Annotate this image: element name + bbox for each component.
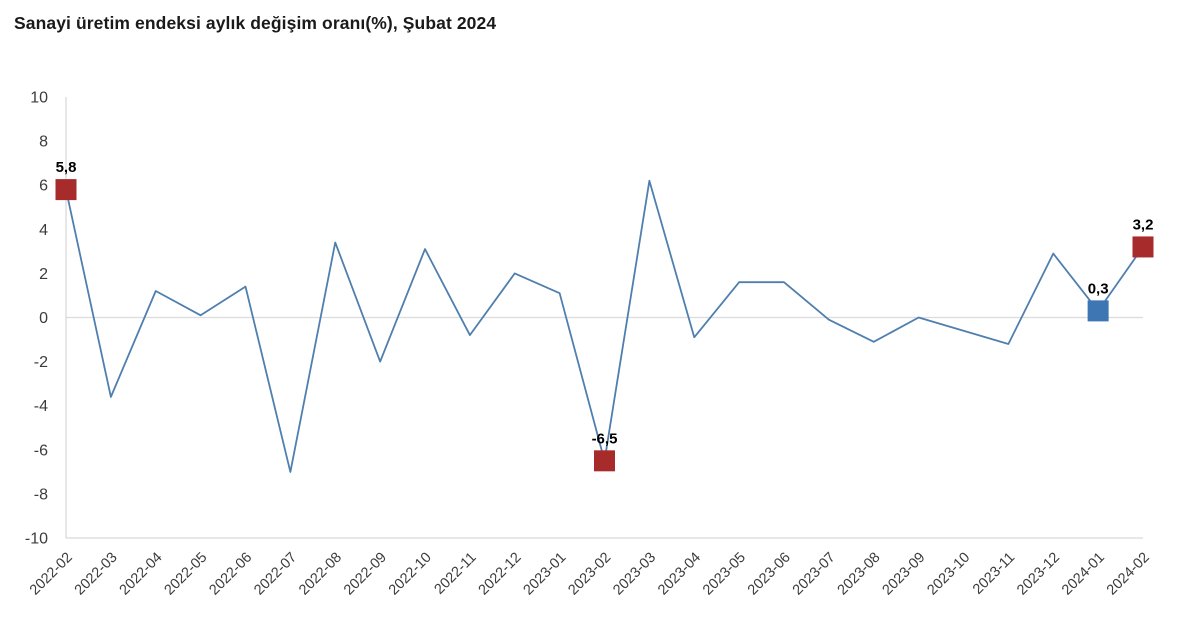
y-tick-label: 10 [30, 90, 48, 107]
x-tick-label: 2022-08 [296, 550, 345, 599]
y-tick-label: 4 [39, 222, 48, 239]
y-tick-label: 2 [39, 266, 48, 283]
x-tick-label: 2023-06 [745, 550, 794, 599]
x-tick-label: 2023-03 [610, 550, 659, 599]
series-line [65, 179, 1144, 473]
x-tick-label: 2023-01 [521, 550, 570, 599]
x-tick-label: 2023-10 [924, 550, 973, 599]
y-tick-label: -2 [34, 354, 48, 371]
y-tick-label: 8 [39, 134, 48, 151]
x-tick-label: 2024-02 [1104, 550, 1153, 599]
y-tick-label: -4 [34, 398, 48, 415]
data-point-marker [594, 450, 615, 472]
x-tick-label: 2022-11 [432, 550, 480, 598]
x-tick-label: 2022-02 [27, 550, 76, 599]
x-tick-label: 2023-02 [565, 550, 614, 599]
y-tick-label: 0 [39, 310, 48, 327]
data-point-label: 3,2 [1133, 216, 1154, 233]
x-tick-label: 2022-09 [341, 550, 390, 599]
data-point-label: 0,3 [1088, 280, 1109, 297]
y-tick-label: -6 [34, 442, 48, 459]
y-tick-label: -10 [25, 531, 48, 548]
x-tick-label: 2022-07 [251, 550, 300, 599]
x-tick-label: 2022-12 [476, 550, 525, 599]
x-tick-label: 2022-10 [386, 550, 435, 599]
x-tick-label: 2022-03 [72, 550, 121, 599]
y-tick-label: 6 [39, 178, 48, 195]
x-tick-label: 2023-04 [655, 550, 704, 599]
data-point-label: 5,8 [56, 159, 77, 176]
x-tick-label: 2023-08 [835, 550, 884, 599]
data-point-marker [55, 179, 77, 201]
x-tick-label: 2023-12 [1014, 550, 1063, 599]
data-point-marker [1132, 236, 1154, 258]
y-tick-label: -8 [34, 486, 48, 503]
chart-title: Sanayi üretim endeksi aylık değişim oran… [14, 13, 497, 33]
x-tick-label: 2024-01 [1059, 550, 1108, 599]
x-tick-label: 2023-05 [700, 550, 749, 599]
x-tick-label: 2023-09 [880, 550, 929, 599]
data-point-marker [1087, 300, 1109, 322]
x-tick-label: 2023-11 [970, 550, 1018, 598]
data-point-label: -6,5 [592, 430, 618, 447]
x-tick-label: 2022-05 [162, 550, 211, 599]
x-tick-label: 2022-06 [206, 550, 255, 599]
x-tick-label: 2023-07 [790, 550, 839, 599]
x-tick-label: 2022-04 [117, 550, 166, 599]
